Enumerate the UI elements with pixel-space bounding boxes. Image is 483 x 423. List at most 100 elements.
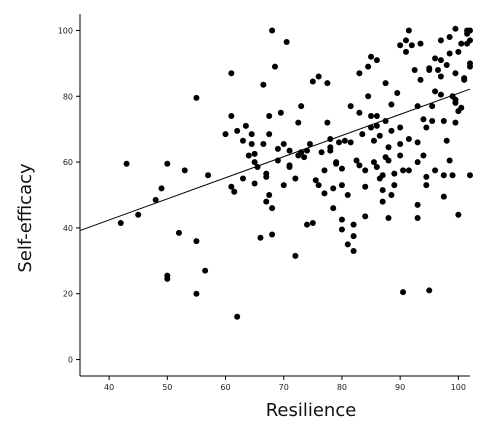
data-point [356,70,363,77]
data-point [117,219,124,226]
data-point [417,40,424,47]
data-point [437,91,444,98]
data-point [251,159,258,166]
data-point [286,147,293,154]
data-point [429,117,436,124]
data-point [272,63,278,70]
data-point [330,185,337,192]
data-point [443,137,450,144]
data-point [397,152,404,159]
data-point [388,127,395,134]
data-point [414,159,421,166]
data-point [437,73,444,80]
data-point [269,231,276,238]
data-point [426,287,433,294]
data-point [446,50,453,57]
y-tick-label: 20 [63,290,73,299]
data-point [434,66,441,73]
x-tick-label: 100 [451,383,466,392]
data-point [283,38,290,45]
data-point [452,70,459,77]
data-point [324,80,331,87]
data-point [432,167,439,174]
x-tick-label: 50 [162,383,172,392]
data-point [327,144,334,151]
data-point [324,119,331,126]
data-point [414,103,421,110]
y-tick-label: 0 [68,356,73,365]
data-point [414,139,421,146]
data-point [402,37,409,44]
data-point [365,93,372,100]
data-point [362,183,369,190]
data-point [254,164,261,171]
data-point [164,160,171,167]
data-point [158,185,165,192]
data-point [373,113,380,120]
data-point [181,167,188,174]
y-axis-ticks: 0 20 40 60 80 100 [58,26,80,365]
data-point [408,42,415,49]
data-point [260,140,267,147]
data-point [245,152,252,159]
data-point [315,182,322,189]
data-point [432,55,439,62]
data-point [452,119,459,126]
data-point [467,27,473,34]
data-point [423,173,430,180]
data-point [304,221,311,228]
data-point [397,42,404,49]
data-point [437,57,444,64]
data-point [370,159,377,166]
data-point [373,164,380,171]
data-point [391,182,398,189]
x-tick-label: 40 [104,383,114,392]
data-point [467,63,473,70]
data-point [222,131,229,138]
data-point [365,63,372,70]
data-point [368,53,375,60]
data-point [467,172,473,179]
data-point [295,119,302,126]
data-point [277,109,284,116]
y-tick-label: 40 [63,224,73,233]
data-point [440,172,447,179]
data-point [263,198,270,205]
data-point [455,48,462,55]
data-point [202,267,209,274]
data-point [234,313,241,320]
data-point [411,66,418,73]
data-point [379,172,386,179]
data-point [397,124,404,131]
data-point [420,152,427,159]
data-point [228,70,235,77]
data-point [362,167,369,174]
data-point [231,188,238,195]
data-point [341,137,348,144]
y-tick-label: 60 [63,158,73,167]
data-point [379,187,386,194]
data-point [193,94,200,101]
data-point [234,127,241,134]
data-point [321,167,328,174]
data-point [292,252,299,259]
data-point [467,37,473,44]
data-point [242,122,249,129]
data-point [309,78,316,85]
data-point [382,80,389,87]
data-point [164,272,171,279]
data-point [356,109,363,116]
data-point [397,140,404,147]
data-point [336,139,343,146]
data-point [414,201,421,208]
data-point [373,122,380,129]
data-point [152,196,159,203]
x-tick-label: 70 [279,383,289,392]
data-point [368,113,375,120]
data-point [414,215,421,222]
data-point [292,175,299,182]
data-point [458,40,465,47]
data-point [423,124,430,131]
data-point [306,140,313,147]
